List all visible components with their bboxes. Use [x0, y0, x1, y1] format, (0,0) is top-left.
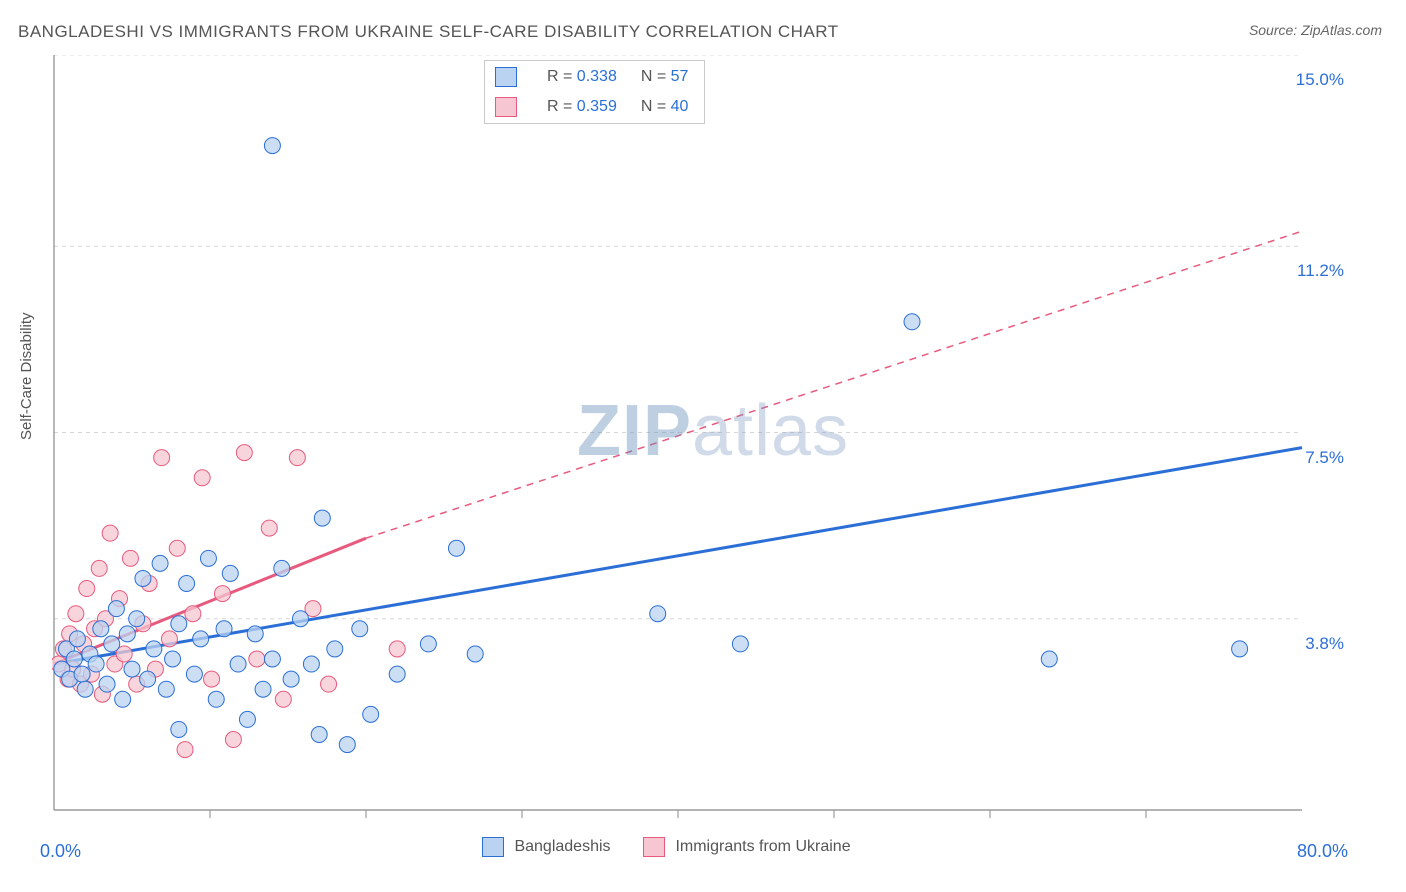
y-axis-label: Self-Care Disability	[18, 312, 35, 440]
legend-item-a: Bangladeshis	[482, 838, 615, 855]
swatch-series-b	[495, 97, 517, 117]
x-min-label: 0.0%	[40, 841, 81, 862]
legend-row-series-b: R = 0.359 N = 40	[487, 93, 702, 121]
swatch-a	[482, 837, 504, 857]
chart-title: BANGLADESHI VS IMMIGRANTS FROM UKRAINE S…	[18, 22, 839, 42]
swatch-b	[643, 837, 665, 857]
r-label: R =	[547, 98, 572, 115]
n-value-b: 40	[671, 98, 689, 115]
r-value-a: 0.338	[577, 68, 617, 85]
x-max-label: 80.0%	[1297, 841, 1348, 862]
y-tick-label: 15.0%	[1296, 70, 1344, 90]
source-attribution: Source: ZipAtlas.com	[1249, 22, 1382, 38]
swatch-series-a	[495, 67, 517, 87]
r-value-b: 0.359	[577, 98, 617, 115]
legend-label-a: Bangladeshis	[514, 838, 610, 855]
legend-row-series-a: R = 0.338 N = 57	[487, 63, 702, 91]
r-label: R =	[547, 68, 572, 85]
legend-label-b: Immigrants from Ukraine	[675, 838, 850, 855]
y-tick-label: 3.8%	[1305, 634, 1344, 654]
legend-series: Bangladeshis Immigrants from Ukraine	[482, 837, 879, 857]
n-label: N =	[641, 68, 666, 85]
n-label: N =	[641, 98, 666, 115]
scatter-plot: ZIPatlas R = 0.338 N = 57 R = 0.359 N = …	[52, 55, 1342, 830]
n-value-a: 57	[671, 68, 689, 85]
legend-correlation: R = 0.338 N = 57 R = 0.359 N = 40	[484, 60, 705, 124]
plot-svg	[52, 55, 1342, 830]
y-tick-label: 7.5%	[1305, 448, 1344, 468]
y-tick-label: 11.2%	[1297, 261, 1344, 281]
legend-item-b: Immigrants from Ukraine	[643, 838, 851, 855]
